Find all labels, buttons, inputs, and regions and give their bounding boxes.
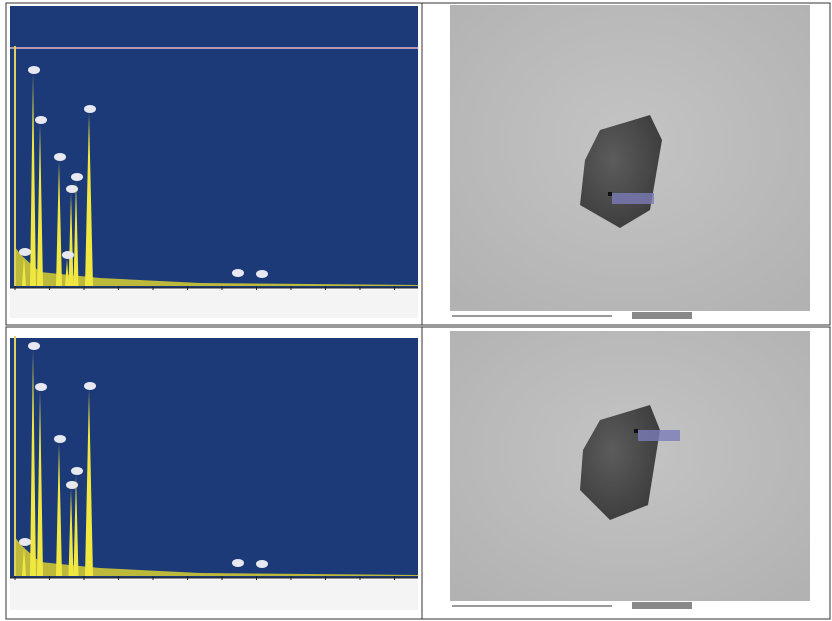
spectrum-plot: [10, 338, 418, 578]
peak-label: [35, 383, 47, 391]
panel-frame: [421, 326, 831, 620]
peak: [22, 546, 26, 576]
peak: [68, 489, 74, 576]
peak-label: [232, 269, 244, 277]
peak-label: [62, 251, 74, 259]
spectrum-plot: [10, 6, 418, 288]
peak-label: [71, 173, 83, 181]
peak: [30, 350, 36, 576]
peak-label: [256, 560, 268, 568]
peak: [56, 161, 62, 286]
peak: [37, 391, 43, 576]
peak-label: [256, 270, 268, 278]
continuum: [14, 246, 418, 286]
peak: [30, 74, 36, 286]
peak-label: [71, 467, 83, 475]
peak-label: [66, 185, 78, 193]
peak: [65, 259, 69, 286]
peak-label: [19, 538, 31, 546]
peak: [73, 475, 79, 576]
spectrum-label: [612, 193, 654, 204]
continuum: [14, 536, 418, 576]
peak: [73, 181, 79, 286]
peak: [22, 256, 26, 286]
scale-text: [632, 602, 692, 609]
probe-point: [608, 192, 612, 196]
peak-label: [84, 382, 96, 390]
probe-point: [634, 429, 638, 433]
scale-text: [632, 312, 692, 319]
peak-label: [84, 105, 96, 113]
peak-label: [232, 559, 244, 567]
peak: [85, 113, 93, 286]
axis-strip: [10, 290, 418, 318]
peak-label: [28, 342, 40, 350]
peak-label: [54, 435, 66, 443]
peak: [56, 443, 62, 576]
peak: [37, 124, 43, 286]
peak: [85, 390, 93, 576]
peak-label: [28, 66, 40, 74]
peak-label: [54, 153, 66, 161]
peak: [68, 193, 74, 286]
axis-strip: [10, 580, 418, 610]
peak-label: [66, 481, 78, 489]
spectrum-label: [638, 430, 680, 441]
peak-label: [19, 248, 31, 256]
panel-frame: [421, 2, 831, 326]
peak-label: [35, 116, 47, 124]
